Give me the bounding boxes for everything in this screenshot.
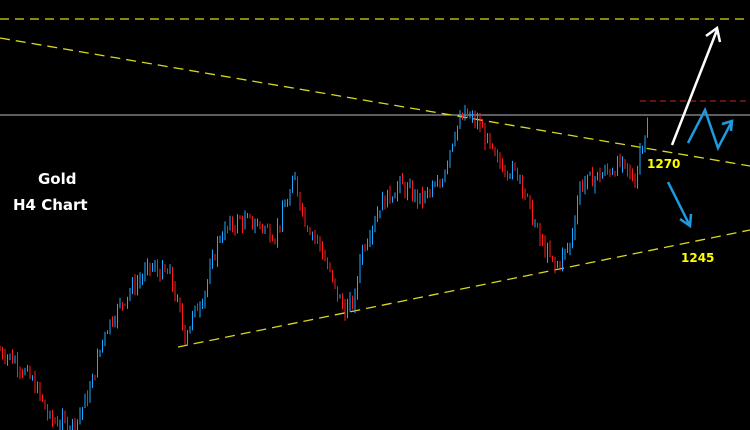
chart-subtitle: H4 Chart	[13, 196, 88, 214]
chart-title: Gold	[38, 170, 77, 188]
level-label-1245: 1245	[681, 251, 715, 265]
descending-trendline	[0, 37, 750, 167]
zigzag-arrow	[686, 106, 734, 152]
candles-group	[0, 104, 648, 430]
bullish-arrow	[670, 25, 722, 146]
ascending-trendline	[177, 229, 750, 348]
bearish-arrow	[666, 181, 693, 229]
level-label-1270: 1270	[647, 157, 681, 171]
